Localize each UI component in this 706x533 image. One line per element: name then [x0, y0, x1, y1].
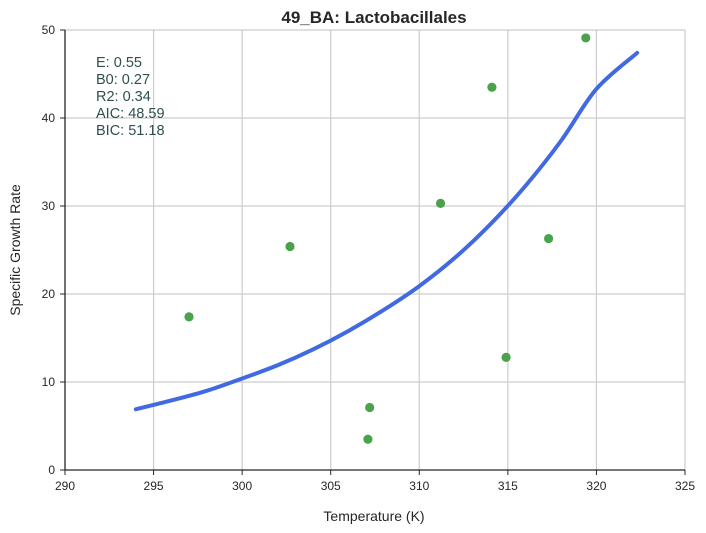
- data-point: [581, 33, 591, 43]
- x-tick-label: 300: [232, 479, 252, 493]
- stat-r2: R2: 0.34: [96, 89, 151, 105]
- points-layer: [184, 33, 591, 444]
- data-point: [487, 82, 497, 92]
- stat-aic: AIC: 48.59: [96, 106, 165, 122]
- x-tick-label: 295: [144, 479, 164, 493]
- y-tick-label: 20: [42, 287, 56, 301]
- y-tick-label: 10: [42, 375, 56, 389]
- y-tick-label: 30: [42, 199, 56, 213]
- data-point: [501, 352, 511, 362]
- x-tick-label: 305: [321, 479, 341, 493]
- stats-annotation: E: 0.55 B0: 0.27 R2: 0.34 AIC: 48.59 BIC…: [96, 55, 165, 139]
- stat-bic: BIC: 51.18: [96, 123, 165, 139]
- x-tick-label: 320: [586, 479, 606, 493]
- y-tick-label: 40: [42, 111, 56, 125]
- x-tick-label: 310: [409, 479, 429, 493]
- ticks: 290 295 300 305 310 315 320 325 0 10 20 30 40 50: [42, 23, 696, 493]
- y-tick-label: 50: [42, 23, 56, 37]
- data-point: [435, 198, 446, 208]
- data-point: [285, 241, 295, 252]
- x-axis-title: Temperature (K): [323, 508, 424, 524]
- fit-curve: [133, 50, 640, 412]
- y-axis-title: Specific Growth Rate: [7, 184, 23, 316]
- grid: [65, 29, 686, 470]
- x-tick-label: 325: [675, 479, 695, 493]
- y-tick-label: 0: [48, 463, 55, 477]
- stat-e: E: 0.55: [96, 55, 142, 71]
- axes: [64, 30, 685, 471]
- x-tick-label: 315: [498, 479, 518, 493]
- stat-b0: B0: 0.27: [96, 72, 150, 88]
- x-tick-label: 290: [55, 479, 75, 493]
- data-point: [365, 402, 375, 413]
- data-point: [363, 434, 373, 444]
- data-point: [544, 233, 554, 244]
- data-point: [184, 312, 194, 322]
- curve-layer: [133, 50, 640, 412]
- chart-title: 49_BA: Lactobacillales: [281, 8, 466, 27]
